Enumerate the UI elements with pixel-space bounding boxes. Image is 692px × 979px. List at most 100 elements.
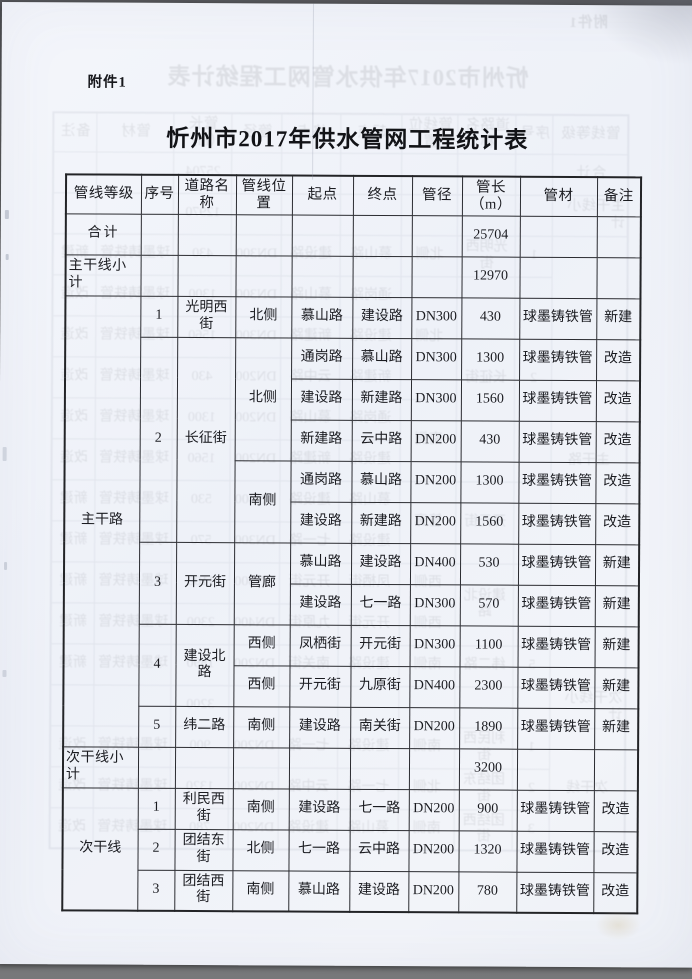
scan-speck (5, 254, 9, 261)
table-cell: 慕山路 (289, 542, 352, 584)
table-cell (235, 214, 292, 256)
table-cell (519, 256, 597, 299)
table-cell: 12970 (461, 256, 520, 298)
table-cell: DN200 (409, 707, 460, 749)
table-cell: 1890 (459, 707, 518, 749)
table-cell: 凤栖街 (289, 624, 351, 666)
table-cell: 慕山路 (288, 870, 350, 912)
table-cell: 改造 (593, 831, 638, 873)
table-cell (408, 748, 460, 790)
column-header: 管长（m） (461, 176, 521, 216)
table-cell: 建设北路 (175, 623, 234, 707)
table-cell: 管廊 (233, 542, 291, 625)
table-cell: 球墨铸铁管 (518, 502, 596, 545)
page-title: 忻州市2017年供水管网工程统计表 (166, 125, 529, 153)
table-row: 主干线小计 12970 (65, 254, 641, 299)
scan-speck (2, 670, 7, 678)
table-cell (349, 747, 410, 790)
table-cell (516, 748, 595, 791)
table-row: 主干路 1 光明西街 北侧 慕山路 建设路 DN300 430 球墨铸铁管 新建 (63, 295, 641, 747)
table-row: 合计 25704 (65, 213, 641, 258)
table-cell: 球墨铸铁管 (518, 420, 596, 463)
table-cell: 改造 (595, 462, 640, 504)
table-cell: 建设路 (289, 706, 351, 748)
table-cell (232, 747, 290, 789)
table-cell: 新建 (594, 626, 639, 668)
table-cell: 通岗路 (291, 337, 353, 379)
table-cell: 780 (458, 871, 517, 913)
table-cell: 改造 (596, 339, 641, 381)
table-cell: 3 (138, 541, 177, 624)
table-cell: 3 (137, 869, 175, 911)
table-cell: 利民西街 (174, 787, 233, 830)
table-cell: 1320 (458, 830, 517, 872)
table-cell: 球墨铸铁管 (518, 461, 596, 504)
table-cell: 南侧 (232, 788, 289, 830)
scan-speck (4, 562, 8, 571)
table-cell: 新建 (596, 298, 641, 340)
table-cell: 七一路 (349, 788, 409, 831)
table-cell: DN200 (410, 420, 461, 462)
table-cell (352, 255, 412, 298)
table-cell: 次干线 (62, 787, 138, 911)
table-cell: DN200 (410, 502, 461, 544)
table-row: 5 纬二路 南侧 建设路 南关街 DN200 1890 球墨铸铁管 新建 (63, 705, 639, 750)
table-cell: 建设路 (349, 870, 409, 913)
table-row: 次干线小计 3200 (62, 746, 639, 791)
table-cell (352, 214, 412, 257)
table-cell: 次干线小计 (62, 746, 139, 788)
table-cell (174, 746, 234, 789)
table-cell: 1100 (459, 625, 518, 667)
table-cell: DN200 (410, 461, 461, 503)
table-cell: DN300 (410, 379, 462, 421)
table-cell: 通岗路 (290, 460, 352, 502)
table-cell: 开元街 (350, 624, 410, 667)
table-cell: 改造 (595, 421, 640, 463)
table-cell: DN300 (411, 297, 462, 339)
column-header: 管径 (411, 176, 463, 216)
table-row: 3 团结西街 南侧 慕山路 建设路 DN200 780 球墨铸铁管 改造 (62, 869, 638, 914)
table-cell: 纬二路 (175, 705, 234, 748)
table-cell: DN200 (408, 871, 459, 913)
table-cell: 合计 (65, 213, 141, 255)
table-cell: 北侧 (234, 337, 292, 461)
table-cell: 慕山路 (351, 460, 411, 503)
table-cell: 新建 (594, 667, 639, 709)
table-cell: 改造 (593, 790, 638, 832)
table-cell: 1300 (461, 338, 520, 380)
table-cell: 北侧 (235, 296, 292, 338)
column-header: 起点 (291, 175, 354, 215)
attachment-label: 附件1 (87, 74, 127, 91)
table-cell (177, 213, 236, 256)
table-cell: 900 (458, 789, 517, 831)
column-header: 管线位置 (235, 175, 293, 215)
table-cell: 430 (460, 420, 519, 462)
table-cell: DN200 (408, 830, 459, 872)
table-cell (596, 257, 641, 299)
table-cell: 西侧 (233, 624, 290, 666)
table-cell: 球墨铸铁管 (517, 584, 595, 627)
table-cell: 云中路 (349, 829, 409, 872)
table-cell: 5 (138, 705, 176, 747)
column-header: 道路名称 (177, 174, 237, 215)
table-cell (411, 215, 462, 257)
column-header: 管线等级 (65, 174, 142, 214)
table-cell: 开元街 (175, 541, 235, 625)
table-cell: 新建 (594, 544, 640, 586)
table-cell: 南侧 (233, 706, 290, 748)
table-cell: 530 (459, 543, 519, 585)
table-cell: DN400 (409, 666, 460, 708)
table-cell: 2 (137, 828, 175, 870)
table-cell: 改造 (595, 380, 641, 422)
table-cell: 新建 (594, 585, 639, 627)
table-row: 次干线 1 利民西街 南侧 建设路 七一路 DN200 900 球墨铸铁管 改造 (62, 787, 638, 911)
table-cell: 4 (138, 623, 176, 706)
table-cell: 2300 (459, 666, 518, 708)
table-cell (140, 254, 178, 296)
table-cell: 团结东街 (174, 828, 233, 871)
table-cell: 1300 (460, 461, 519, 503)
table-cell: 球墨铸铁管 (516, 871, 594, 914)
table-cell: 建设路 (350, 542, 411, 585)
table-cell: 新建路 (290, 419, 352, 461)
